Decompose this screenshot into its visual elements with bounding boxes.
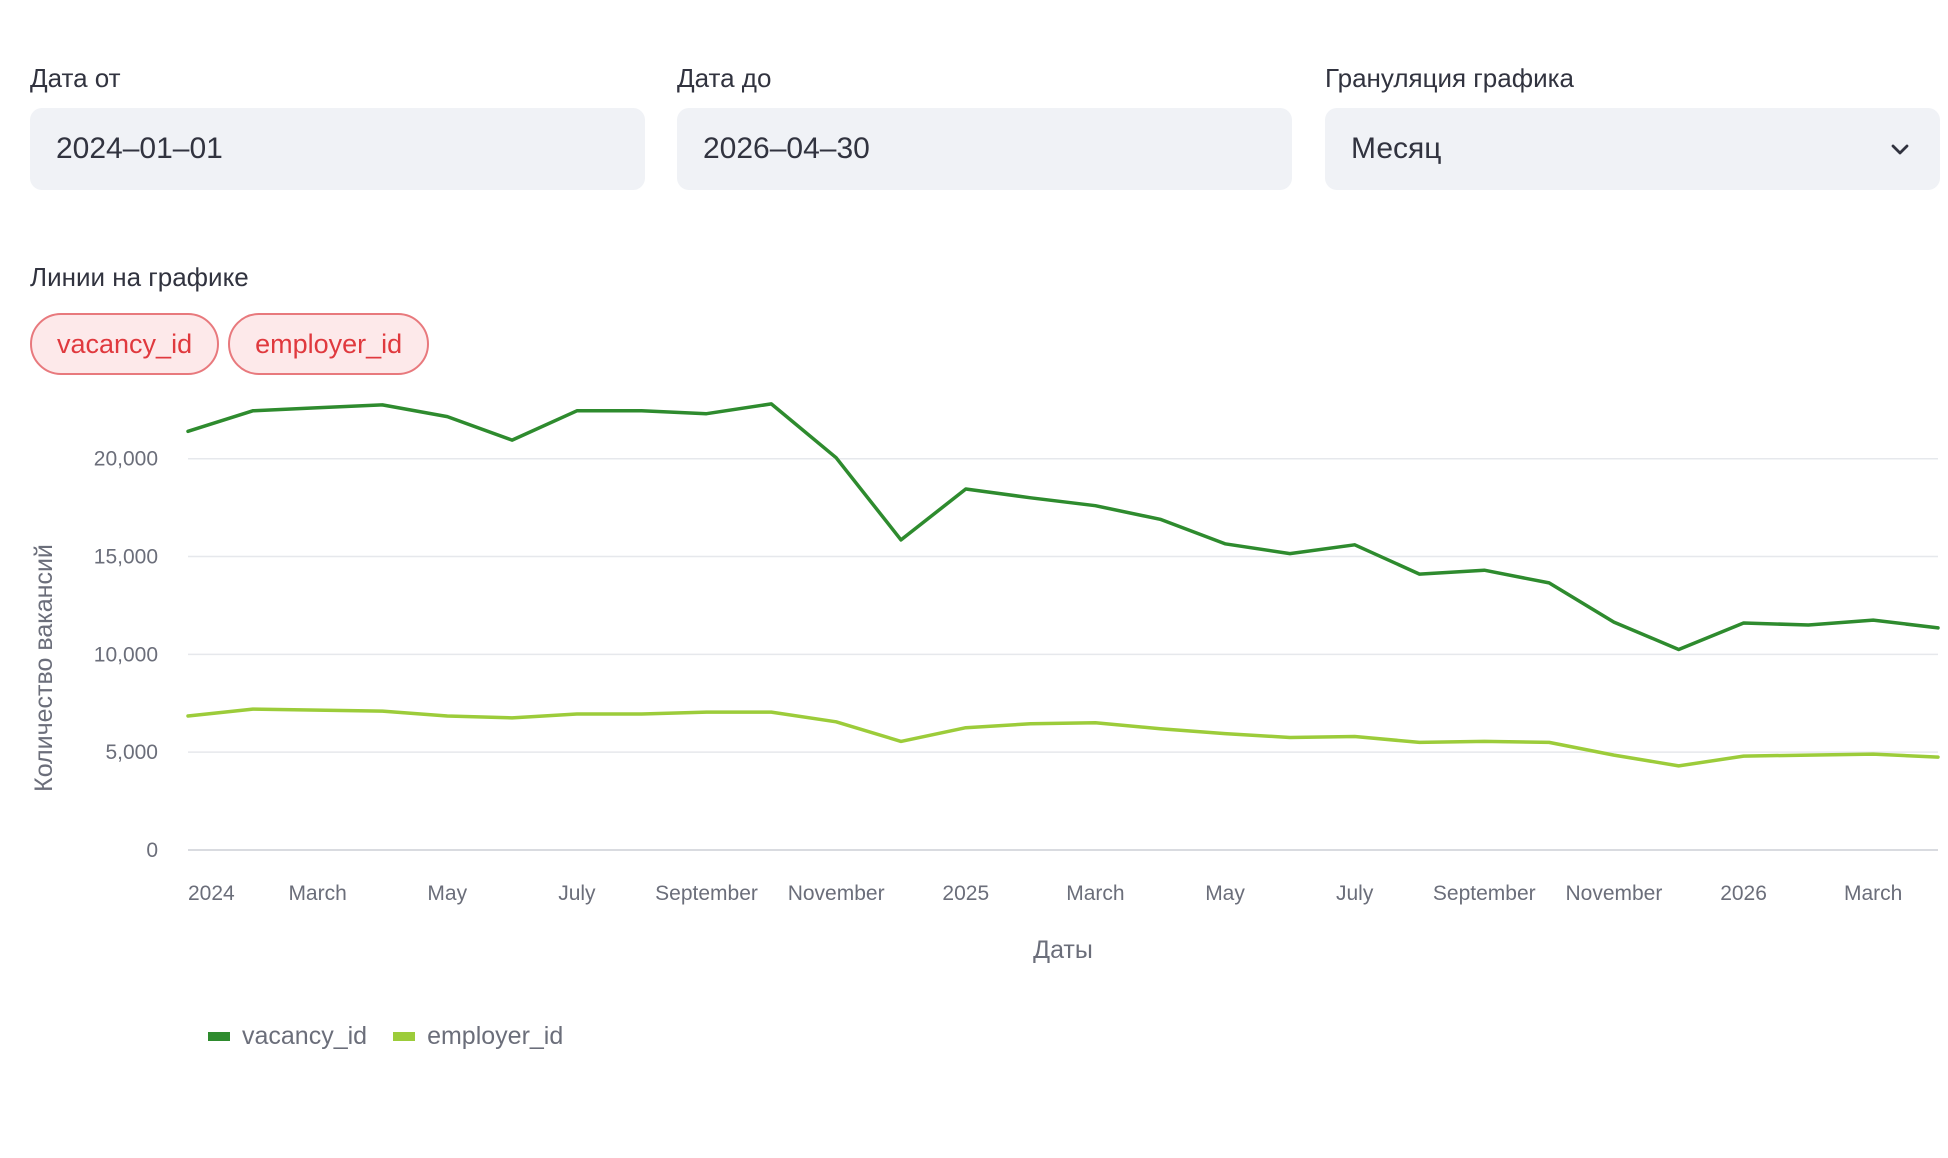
x-axis-title: Даты xyxy=(1033,936,1093,964)
date-from-input-box[interactable] xyxy=(30,108,645,190)
x-tick-label: September xyxy=(1433,882,1536,905)
chart-gridlines xyxy=(188,457,1938,851)
granularity-label: Грануляция графика xyxy=(1325,63,1575,93)
x-tick-label: March xyxy=(288,882,346,905)
granularity-select[interactable]: Месяц xyxy=(1325,108,1940,190)
lines-multiselect[interactable]: vacancy_id employer_id xyxy=(30,313,430,375)
date-to-field: Дата до xyxy=(677,58,1292,190)
chart-series xyxy=(186,402,1940,768)
x-tick-label: July xyxy=(558,882,596,905)
legend-swatch-vacancy-id xyxy=(208,1032,230,1041)
x-tick-label: 2024 xyxy=(188,882,235,905)
lines-selector-label: Линии на графике xyxy=(30,262,249,292)
x-tick-label: March xyxy=(1844,882,1902,905)
line-chart: 0 5,000 10,000 15,000 20,000 2024 March May Jul… xyxy=(30,402,1940,964)
y-tick-label: 0 xyxy=(146,839,158,862)
y-tick-label: 5,000 xyxy=(105,741,158,764)
date-from-label: Дата от xyxy=(30,63,121,93)
series-line-vacancy-id[interactable] xyxy=(186,402,1940,652)
x-axis-ticks: 2024 March May July September November 2025 Mar… xyxy=(188,882,1902,905)
chevron-down-icon[interactable] xyxy=(1886,135,1914,163)
granularity-selected-value: Месяц xyxy=(1351,132,1442,165)
legend-label-employer-id: employer_id xyxy=(427,1022,564,1050)
series-line-employer-id[interactable] xyxy=(186,707,1940,768)
chip-vacancy-id[interactable]: vacancy_id xyxy=(30,313,220,375)
legend-label-vacancy-id: vacancy_id xyxy=(242,1022,368,1050)
x-tick-label: 2026 xyxy=(1720,882,1767,905)
chip-employer-id[interactable]: employer_id xyxy=(228,313,430,375)
y-axis-title: Количество вакансий xyxy=(30,544,58,792)
legend-item-vacancy-id[interactable]: vacancy_id xyxy=(208,1022,367,1051)
granularity-field: Грануляция графика Месяц xyxy=(1325,58,1940,190)
date-from-input[interactable] xyxy=(56,132,619,166)
x-tick-label: May xyxy=(427,882,467,905)
x-tick-label: November xyxy=(1565,882,1662,905)
chart-legend: vacancy_id employer_id xyxy=(208,1022,563,1051)
x-tick-label: November xyxy=(788,882,885,905)
x-tick-label: September xyxy=(655,882,758,905)
y-tick-label: 10,000 xyxy=(94,643,158,666)
x-tick-label: July xyxy=(1336,882,1374,905)
x-tick-label: 2025 xyxy=(942,882,989,905)
x-tick-label: May xyxy=(1205,882,1245,905)
x-tick-label: March xyxy=(1066,882,1124,905)
y-tick-label: 15,000 xyxy=(94,546,158,569)
date-to-input-box[interactable] xyxy=(677,108,1292,190)
legend-swatch-employer-id xyxy=(393,1032,416,1041)
y-axis-ticks: 0 5,000 10,000 15,000 20,000 xyxy=(94,448,158,862)
legend-item-employer-id[interactable]: employer_id xyxy=(393,1022,563,1051)
y-tick-label: 20,000 xyxy=(94,448,158,471)
date-from-field: Дата от xyxy=(30,58,645,190)
date-to-label: Дата до xyxy=(677,63,772,93)
date-to-input[interactable] xyxy=(703,132,1266,166)
